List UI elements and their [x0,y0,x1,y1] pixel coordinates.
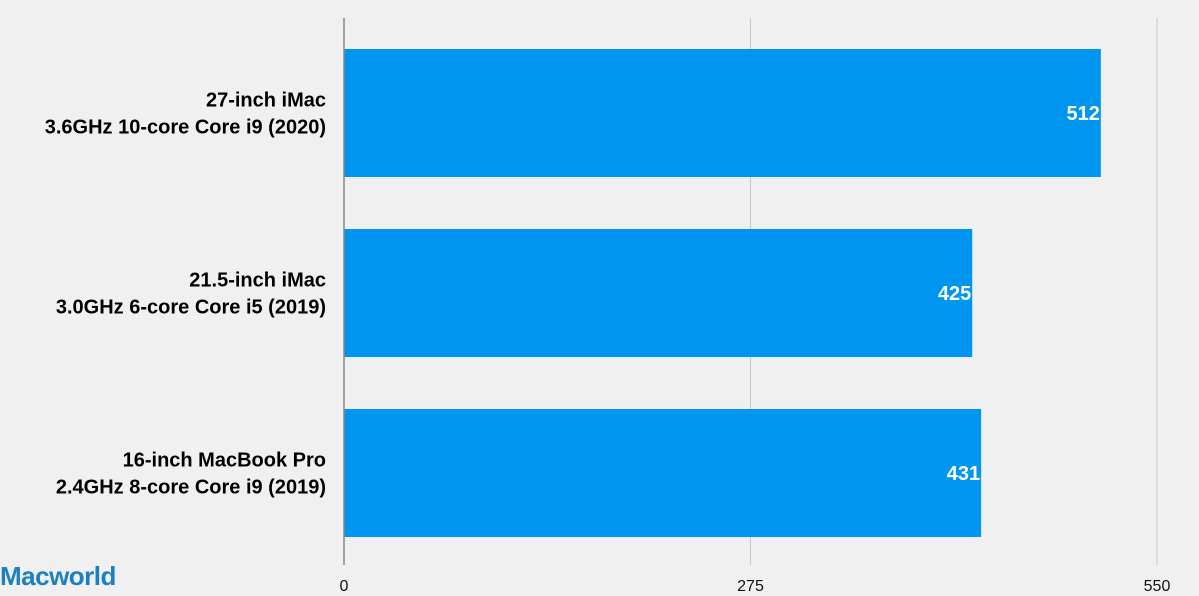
category-label-1-line-2: 3.6GHz 10-core Core i9 (2020) [45,117,326,139]
x-tick-label-0: 0 [340,578,349,595]
labels: 0 275 550 512 27-inch iMac 3.6GHz 10-core Cor… [45,90,1171,596]
x-tick-label-275: 275 [737,578,764,595]
bar-1 [344,49,1101,177]
category-label-2-line-1: 21.5-inch iMac [189,270,326,292]
category-label-2-line-2: 3.0GHz 6-core Core i5 (2019) [56,297,326,319]
bars [344,49,1101,537]
value-label-2: 425 [938,283,971,305]
category-label-3-line-1: 16-inch MacBook Pro [123,450,326,472]
macworld-logo: Macworld [0,561,116,591]
category-label-3-line-2: 2.4GHz 8-core Core i9 (2019) [56,477,326,499]
x-tick-label-550: 550 [1144,578,1171,595]
category-label-1-line-1: 27-inch iMac [206,90,326,112]
value-label-3: 431 [947,463,980,485]
bar-3 [344,409,982,537]
bar-2 [344,229,973,357]
value-label-1: 512 [1066,103,1099,125]
